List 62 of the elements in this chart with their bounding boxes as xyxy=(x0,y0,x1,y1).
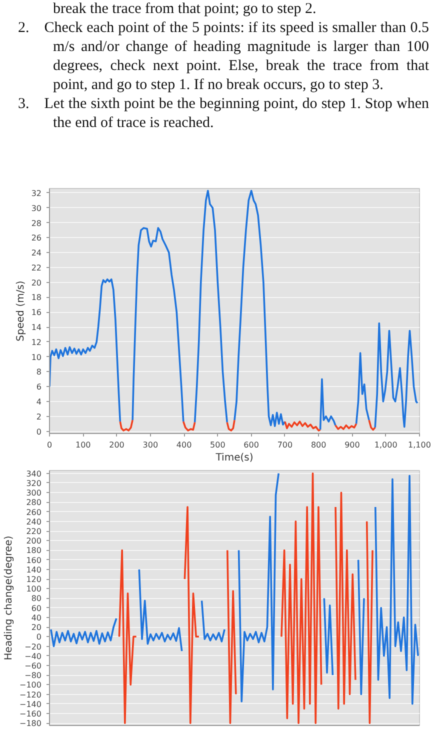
y-tick-label: 24 xyxy=(31,248,42,258)
y-tick-label: 22 xyxy=(31,263,42,272)
y-tick-label: 300 xyxy=(26,488,42,498)
y-tick-label: 180 xyxy=(26,546,42,556)
text: 3. Let the sixth point be the beginning point, do step 1. Stop when the end of trace is reached. xyxy=(17,95,429,133)
y-tick-label: −80 xyxy=(24,671,42,680)
x-tick-label: 100 xyxy=(76,440,91,450)
y-tick-label: 20 xyxy=(31,278,42,288)
y-tick-label: 240 xyxy=(26,517,42,526)
text: 2. Check each point of the 5 points: if its speed is smaller than 0.5 m/s and/or change of heading magnitude is larger than 100 degrees, check next point. Else, break the trace from that point, and go to step 1. If no break occurs, go to step 3. xyxy=(17,19,429,95)
y-tick-label: 18 xyxy=(31,293,42,302)
y-tick-label: −140 xyxy=(20,700,42,709)
y-tick-label: 26 xyxy=(31,234,42,243)
y-tick-label: −60 xyxy=(24,661,42,670)
y-tick-label: 4 xyxy=(36,397,42,406)
y-tick-label: 16 xyxy=(31,308,42,318)
y-axis-title: Speed (m/s) xyxy=(15,280,26,342)
y-tick-label: 20 xyxy=(31,623,42,632)
y-tick-label: 2 xyxy=(36,412,42,422)
x-tick-label: 200 xyxy=(109,440,124,450)
y-tick-label: 60 xyxy=(31,604,42,613)
x-tick-label: 0 xyxy=(46,440,52,450)
x-tick-label: 300 xyxy=(142,440,158,450)
y-tick-label: 12 xyxy=(31,338,42,347)
y-tick-label: 8 xyxy=(36,368,42,377)
y-tick-label: 40 xyxy=(31,613,42,622)
y-tick-label: −100 xyxy=(20,680,42,690)
y-tick-label: 30 xyxy=(31,204,42,213)
x-tick-label: 1,100 xyxy=(408,440,431,450)
x-tick-label: 400 xyxy=(176,440,192,450)
text: break the trace from that point; go to step 2. xyxy=(52,0,318,19)
y-tick-label: 320 xyxy=(26,478,42,488)
x-tick-label: 600 xyxy=(244,440,259,450)
y-tick-label: 100 xyxy=(26,584,42,594)
x-axis-title: Time(s) xyxy=(214,452,254,464)
y-tick-label: −20 xyxy=(24,642,42,652)
y-tick-label: 28 xyxy=(31,218,42,228)
y-tick-label: 14 xyxy=(31,323,42,332)
y-tick-label: 160 xyxy=(26,556,42,565)
y-tick-label: −120 xyxy=(20,690,42,700)
y-tick-label: 10 xyxy=(31,352,42,362)
y-tick-label: −40 xyxy=(24,652,42,661)
y-tick-label: 140 xyxy=(26,565,42,574)
x-tick-label: 900 xyxy=(344,440,360,450)
y-tick-label: 220 xyxy=(26,527,42,536)
y-tick-label: 32 xyxy=(31,188,42,198)
y-tick-label: 0 xyxy=(36,427,42,436)
x-tick-label: 700 xyxy=(277,440,293,450)
y-tick-label: 120 xyxy=(26,575,42,584)
y-tick-label: 340 xyxy=(26,469,42,478)
y-tick-label: 200 xyxy=(26,536,42,546)
y-tick-label: 6 xyxy=(36,382,42,392)
x-tick-label: 1,000 xyxy=(374,440,398,450)
y-tick-label: 280 xyxy=(26,498,42,508)
y-axis-title: Heading change(degree) xyxy=(4,536,15,660)
x-tick-label: 500 xyxy=(210,440,226,450)
y-tick-label: −160 xyxy=(20,709,42,718)
y-tick-label: 0 xyxy=(36,632,42,642)
y-tick-label: 260 xyxy=(26,508,42,517)
x-tick-label: 800 xyxy=(310,440,326,450)
y-tick-label: −180 xyxy=(20,719,42,728)
y-tick-label: 80 xyxy=(31,594,42,604)
